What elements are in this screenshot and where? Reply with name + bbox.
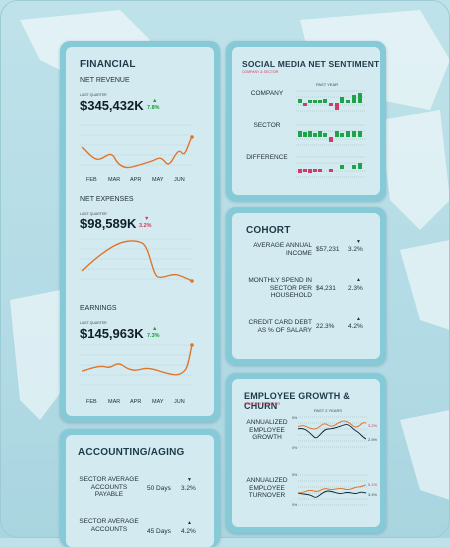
net-expenses-change: 3.2% — [139, 223, 152, 229]
net-expenses-down-arrow: ▼ — [144, 216, 150, 222]
earnings-axis-may: MAY — [152, 399, 164, 405]
sentiment-title: SOCIAL MEDIA NET SENTIMENT — [242, 59, 380, 69]
cohort-row-1-change: 3.2% — [348, 246, 363, 253]
accounting-row-2-value: 45 Days — [147, 528, 171, 535]
earnings-change: 7.3% — [147, 333, 160, 339]
accounting-row-1-value: 50 Days — [147, 485, 171, 492]
earnings-chart — [80, 343, 194, 386]
sentiment-period: PAST YEAR — [316, 82, 339, 87]
cohort-row-2-change: 2.3% — [348, 285, 363, 292]
net-revenue-tag: LAST QUARTER — [80, 93, 107, 97]
accounting-row-1-down-arrow: ▼ — [187, 477, 192, 483]
accounting-card-body: ACCOUNTING/AGING SECTOR AVERAGE ACCOUNTS… — [66, 435, 214, 547]
cohort-row-1-label: AVERAGE ANNUAL INCOME — [253, 242, 312, 257]
earnings-axis-feb: FEB — [86, 399, 97, 405]
net-revenue-value: $345,432K — [80, 98, 144, 113]
net-revenue-up-arrow: ▲ — [152, 98, 158, 104]
earnings-tag: LAST QUARTER — [80, 321, 107, 325]
earnings-value: $145,963K — [80, 326, 144, 341]
net-expenses-tag: LAST QUARTER — [80, 212, 107, 216]
sentiment-company-chart — [296, 90, 366, 112]
cohort-row-3-up-arrow: ▲ — [356, 316, 361, 322]
sentiment-difference-chart — [296, 156, 366, 178]
net-revenue-change: 7.8% — [147, 105, 160, 111]
cohort-title: COHORT — [246, 225, 291, 236]
accounting-card: ACCOUNTING/AGING SECTOR AVERAGE ACCOUNTS… — [60, 429, 220, 547]
turnover-sector-value: 3.4% — [368, 492, 378, 497]
employee-title: EMPLOYEE GROWTH & CHURN — [244, 391, 350, 411]
earnings-axis-apr: APR — [130, 399, 142, 405]
accounting-row-2-change: 4.2% — [181, 528, 196, 535]
sentiment-row-company: COMPANY — [250, 90, 284, 97]
earnings-axis-jun: JUN — [174, 399, 185, 405]
turnover-axis-top: 5% — [292, 473, 298, 477]
net-expenses-chart — [80, 238, 194, 283]
sentiment-card-body: SOCIAL MEDIA NET SENTIMENT COMPANY & SEC… — [232, 47, 380, 195]
growth-axis-bottom: 0% — [292, 446, 298, 450]
employee-card-body: EMPLOYEE GROWTH & CHURN COMPANY & SECTOR… — [232, 379, 380, 527]
employee-card: EMPLOYEE GROWTH & CHURN COMPANY & SECTOR… — [226, 373, 386, 533]
net-revenue-chart — [80, 124, 194, 169]
earnings-up-arrow: ▲ — [152, 326, 158, 332]
employee-turnover-label: ANNUALIZED EMPLOYEE TURNOVER — [246, 477, 288, 499]
net-expenses-label: NET EXPENSES — [80, 196, 134, 203]
net-revenue-axis-may: MAY — [152, 177, 164, 183]
employee-period: PAST 2 YEARS — [314, 408, 343, 413]
earnings-axis-mar: MAR — [108, 399, 121, 405]
cohort-row-3-value: 22.3% — [316, 323, 335, 330]
cohort-row-2-label: MONTHLY SPEND IN SECTOR PER HOUSEHOLD — [248, 277, 312, 299]
net-revenue-label: NET REVENUE — [80, 77, 130, 84]
net-revenue-axis-feb: FEB — [86, 177, 97, 183]
cohort-row-2-value: $4,231 — [316, 285, 336, 292]
cohort-card: COHORT AVERAGE ANNUAL INCOME $57,231 ▼ 3… — [226, 207, 386, 365]
earnings-label: EARNINGS — [80, 305, 117, 312]
sentiment-sector-chart — [296, 124, 366, 146]
cohort-row-3-change: 4.2% — [348, 323, 363, 330]
turnover-company-value: 5.1% — [368, 482, 378, 487]
cohort-row-1-value: $57,231 — [316, 246, 340, 253]
financial-card-body: FINANCIAL NET REVENUE LAST QUARTER $345,… — [66, 47, 214, 416]
net-revenue-axis-mar: MAR — [108, 177, 121, 183]
net-revenue-axis-jun: JUN — [174, 177, 185, 183]
cohort-row-1-down-arrow: ▼ — [356, 239, 361, 245]
employee-legend: COMPANY & SECTOR — [244, 402, 281, 406]
net-expenses-value: $98,589K — [80, 216, 137, 231]
cohort-row-2-up-arrow: ▲ — [356, 277, 361, 283]
accounting-row-1-change: 3.2% — [181, 485, 196, 492]
employee-turnover-chart — [297, 474, 368, 506]
employee-growth-label: ANNUALIZED EMPLOYEE GROWTH — [246, 419, 288, 441]
growth-sector-value: 2.5% — [368, 437, 378, 442]
sentiment-row-sector: SECTOR — [253, 122, 281, 129]
accounting-row-2-up-arrow: ▲ — [187, 520, 192, 526]
financial-card: FINANCIAL NET REVENUE LAST QUARTER $345,… — [60, 41, 220, 422]
accounting-row-2-label: SECTOR AVERAGE ACCOUNTS — [79, 518, 139, 533]
growth-axis-top: 5% — [292, 416, 298, 420]
net-revenue-axis-apr: APR — [130, 177, 142, 183]
sentiment-legend: COMPANY & SECTOR — [242, 70, 279, 74]
financial-title: FINANCIAL — [80, 59, 136, 70]
employee-growth-chart — [297, 416, 368, 448]
accounting-title: ACCOUNTING/AGING — [78, 447, 185, 458]
growth-company-value: 3.2% — [368, 423, 378, 428]
sentiment-card: SOCIAL MEDIA NET SENTIMENT COMPANY & SEC… — [226, 41, 386, 201]
cohort-row-3-label: CREDIT CARD DEBT AS % OF SALARY — [248, 319, 312, 334]
turnover-axis-bottom: 0% — [292, 503, 298, 507]
accounting-row-1-label: SECTOR AVERAGE ACCOUNTS PAYABLE — [79, 476, 139, 498]
cohort-card-body: COHORT AVERAGE ANNUAL INCOME $57,231 ▼ 3… — [232, 213, 380, 359]
sentiment-row-difference: DIFFERENCE — [246, 154, 288, 161]
